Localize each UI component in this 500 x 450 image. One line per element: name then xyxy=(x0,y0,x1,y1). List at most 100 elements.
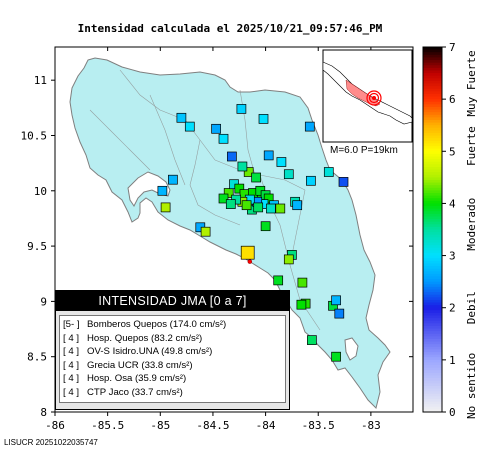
colorbar-swatch xyxy=(423,359,442,364)
colorbar-swatch xyxy=(423,367,442,371)
colorbar-swatch xyxy=(423,91,442,95)
legend-item-level: [ 4 ] xyxy=(63,359,79,371)
colorbar-swatch xyxy=(423,148,442,152)
colorbar-swatch xyxy=(423,83,442,87)
colorbar-swatch xyxy=(423,302,442,306)
colorbar-swatch xyxy=(423,169,442,173)
colorbar-swatch xyxy=(423,320,442,324)
colorbar-swatch xyxy=(423,122,442,126)
colorbar-swatch xyxy=(423,133,442,137)
station-marker xyxy=(331,295,341,306)
station-marker xyxy=(176,112,187,123)
colorbar-swatch xyxy=(423,60,442,64)
colorbar-swatch xyxy=(423,357,442,361)
y-tick-label: 9.5 xyxy=(27,240,47,253)
colorbar-swatch xyxy=(423,294,442,298)
colorbar-swatch xyxy=(423,54,442,59)
colorbar-swatch xyxy=(423,112,442,116)
station-marker xyxy=(253,202,264,213)
inset-map: M=6.0 P=19km xyxy=(322,49,413,156)
colorbar-swatch xyxy=(423,289,442,293)
colorbar-swatch xyxy=(423,312,442,317)
colorbar-swatch xyxy=(423,323,442,327)
colorbar-swatch xyxy=(423,260,442,264)
colorbar-swatch xyxy=(423,409,442,413)
colorbar-swatch xyxy=(423,193,442,197)
footer-id: LISUCR 20251022035747 xyxy=(4,438,98,447)
y-tick-label: 11 xyxy=(34,74,47,87)
colorbar-swatch xyxy=(423,247,442,251)
colorbar-swatch xyxy=(423,315,442,319)
colorbar-swatch xyxy=(423,80,442,85)
station-marker xyxy=(168,174,178,185)
colorbar-swatch xyxy=(423,239,442,244)
station-marker xyxy=(258,114,269,124)
station-marker xyxy=(218,193,229,204)
colorbar-category-label: Fuerte xyxy=(465,126,478,166)
colorbar-swatch xyxy=(423,333,442,337)
x-tick-label: -83.5 xyxy=(302,419,335,432)
epicenter-marker xyxy=(247,259,253,264)
colorbar-swatch xyxy=(423,380,442,384)
colorbar-category-label: Debil xyxy=(465,291,478,324)
colorbar-swatch xyxy=(423,127,442,132)
colorbar-tick-label: 0 xyxy=(449,406,456,419)
y-tick-label: 8.5 xyxy=(27,351,47,364)
x-tick-label: -86 xyxy=(45,419,65,432)
legend-item-station: Bomberos Quepos (174.0 cm/s²) xyxy=(87,319,227,330)
station-marker xyxy=(243,167,254,177)
colorbar-swatch xyxy=(423,245,442,249)
colorbar-swatch xyxy=(423,292,442,296)
colorbar-swatch xyxy=(423,135,442,139)
colorbar-swatch xyxy=(423,62,442,66)
colorbar-swatch xyxy=(423,174,442,178)
colorbar-swatch xyxy=(423,271,442,275)
legend-item-level: [5- ] xyxy=(63,319,80,330)
colorbar-swatch xyxy=(423,75,442,79)
colorbar-swatch xyxy=(423,138,442,142)
legend-item: [ 4 ] OV-S Isidro.UNA (49.8 cm/s²) xyxy=(63,345,285,359)
colorbar-swatch xyxy=(423,349,442,353)
station-marker xyxy=(218,133,229,144)
colorbar-swatch xyxy=(423,406,442,410)
colorbar-swatch xyxy=(423,284,442,288)
colorbar-swatch xyxy=(423,70,442,74)
legend-item-station: OV-S Isidro.UNA (49.8 cm/s²) xyxy=(87,346,213,358)
station-marker xyxy=(331,351,341,362)
colorbar-swatch xyxy=(423,297,442,301)
colorbar-swatch xyxy=(423,331,442,335)
colorbar-swatch xyxy=(423,318,442,322)
station-marker xyxy=(200,226,211,237)
colorbar-swatch xyxy=(423,268,442,272)
colorbar-swatch xyxy=(423,237,442,241)
colorbar-swatch xyxy=(423,179,442,184)
legend-item-station: CTP Jaco (33.7 cm/s²) xyxy=(87,386,183,398)
colorbar-swatch xyxy=(423,65,442,69)
colorbar-swatch xyxy=(423,117,442,121)
station-marker xyxy=(296,299,307,310)
legend-item: [5- ] Bomberos Quepos (174.0 cm/s²) xyxy=(63,318,285,332)
station-marker xyxy=(184,121,195,132)
x-tick-label: -84.5 xyxy=(196,419,229,432)
colorbar-swatch xyxy=(423,370,442,374)
colorbar-swatch xyxy=(423,258,442,262)
colorbar-swatch xyxy=(423,307,442,311)
plot-frame xyxy=(54,46,414,413)
legend-item-level: [ 4 ] xyxy=(63,332,79,344)
colorbar-tick-label: 5 xyxy=(449,145,456,158)
station-marker xyxy=(338,177,349,187)
station-marker xyxy=(275,203,286,214)
colorbar-swatch xyxy=(423,255,442,259)
colorbar-swatch xyxy=(423,281,442,285)
station-marker xyxy=(273,275,284,286)
colorbar-swatch xyxy=(423,67,442,72)
colorbar-swatch xyxy=(423,385,442,390)
station-marker xyxy=(260,221,271,232)
colorbar-swatch xyxy=(423,213,442,218)
station-marker xyxy=(211,123,221,134)
station-marker xyxy=(160,202,171,213)
colorbar-swatch xyxy=(423,151,442,155)
station-marker xyxy=(240,245,255,260)
legend-item-station: Hosp. Osa (35.9 cm/s²) xyxy=(87,373,187,385)
magnitude-label: M=6.0 P=19km xyxy=(330,145,398,156)
